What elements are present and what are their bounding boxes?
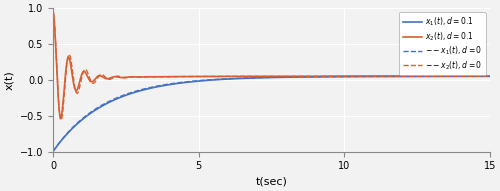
Legend: $x_1(t),d{=}0.1$, $x_2(t),d{=}0.1$, $- - x_1(t),d{=}0$, $- - x_2(t),d{=}0$: $x_1(t),d{=}0.1$, $x_2(t),d{=}0.1$, $- -… (398, 12, 486, 75)
Y-axis label: x(t): x(t) (4, 70, 14, 90)
X-axis label: t(sec): t(sec) (256, 177, 287, 187)
